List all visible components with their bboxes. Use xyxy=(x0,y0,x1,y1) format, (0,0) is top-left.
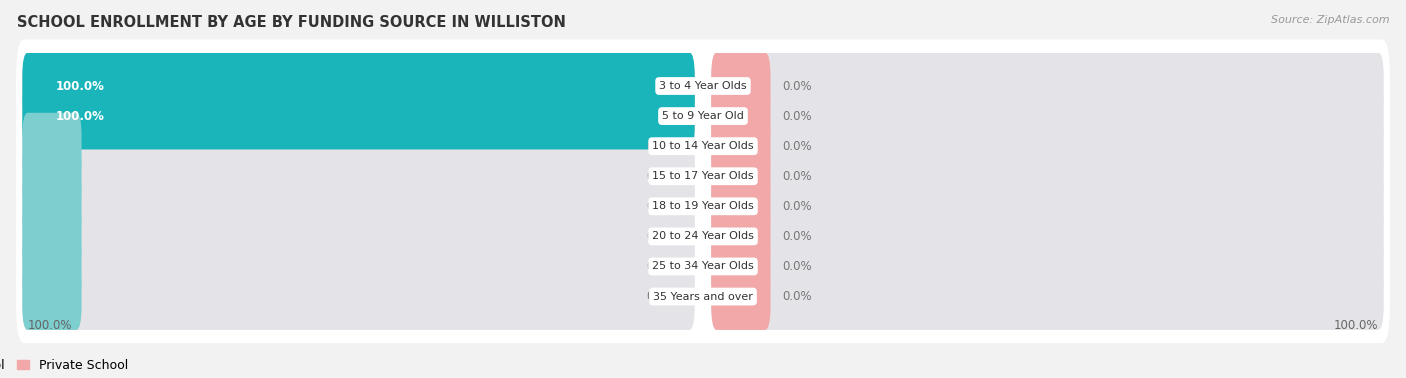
FancyBboxPatch shape xyxy=(711,203,1384,270)
FancyBboxPatch shape xyxy=(711,173,1384,240)
FancyBboxPatch shape xyxy=(22,113,82,180)
FancyBboxPatch shape xyxy=(711,143,1384,210)
Text: 35 Years and over: 35 Years and over xyxy=(652,291,754,302)
FancyBboxPatch shape xyxy=(15,250,1391,343)
Text: 25 to 34 Year Olds: 25 to 34 Year Olds xyxy=(652,262,754,271)
Text: 0.0%: 0.0% xyxy=(782,110,811,122)
FancyBboxPatch shape xyxy=(22,233,695,300)
Text: 0.0%: 0.0% xyxy=(782,139,811,153)
FancyBboxPatch shape xyxy=(15,39,1391,133)
Text: 0.0%: 0.0% xyxy=(645,139,675,153)
FancyBboxPatch shape xyxy=(711,83,770,149)
FancyBboxPatch shape xyxy=(22,263,82,330)
FancyBboxPatch shape xyxy=(711,113,1384,180)
FancyBboxPatch shape xyxy=(711,53,770,119)
FancyBboxPatch shape xyxy=(15,160,1391,253)
Text: 0.0%: 0.0% xyxy=(782,170,811,183)
FancyBboxPatch shape xyxy=(15,190,1391,283)
Text: SCHOOL ENROLLMENT BY AGE BY FUNDING SOURCE IN WILLISTON: SCHOOL ENROLLMENT BY AGE BY FUNDING SOUR… xyxy=(17,15,565,30)
FancyBboxPatch shape xyxy=(22,263,695,330)
FancyBboxPatch shape xyxy=(22,203,82,270)
FancyBboxPatch shape xyxy=(15,99,1391,193)
Text: 15 to 17 Year Olds: 15 to 17 Year Olds xyxy=(652,171,754,181)
FancyBboxPatch shape xyxy=(22,53,695,119)
FancyBboxPatch shape xyxy=(22,143,695,210)
Text: 0.0%: 0.0% xyxy=(645,260,675,273)
FancyBboxPatch shape xyxy=(15,220,1391,313)
Text: 10 to 14 Year Olds: 10 to 14 Year Olds xyxy=(652,141,754,151)
FancyBboxPatch shape xyxy=(711,233,770,300)
Text: 0.0%: 0.0% xyxy=(645,230,675,243)
Text: 0.0%: 0.0% xyxy=(645,170,675,183)
Text: 100.0%: 100.0% xyxy=(55,110,104,122)
Text: 0.0%: 0.0% xyxy=(645,290,675,303)
Text: 100.0%: 100.0% xyxy=(1334,319,1378,332)
FancyBboxPatch shape xyxy=(22,83,695,149)
FancyBboxPatch shape xyxy=(711,263,770,330)
FancyBboxPatch shape xyxy=(22,143,82,210)
FancyBboxPatch shape xyxy=(711,143,770,210)
FancyBboxPatch shape xyxy=(22,173,82,240)
FancyBboxPatch shape xyxy=(22,173,695,240)
FancyBboxPatch shape xyxy=(711,83,1384,149)
FancyBboxPatch shape xyxy=(22,83,695,149)
FancyBboxPatch shape xyxy=(22,203,695,270)
Text: 5 to 9 Year Old: 5 to 9 Year Old xyxy=(662,111,744,121)
FancyBboxPatch shape xyxy=(22,233,82,300)
FancyBboxPatch shape xyxy=(711,173,770,240)
Text: 0.0%: 0.0% xyxy=(782,260,811,273)
FancyBboxPatch shape xyxy=(15,70,1391,163)
Text: 3 to 4 Year Olds: 3 to 4 Year Olds xyxy=(659,81,747,91)
Text: 100.0%: 100.0% xyxy=(28,319,72,332)
Text: 0.0%: 0.0% xyxy=(782,200,811,213)
FancyBboxPatch shape xyxy=(711,113,770,180)
Text: 20 to 24 Year Olds: 20 to 24 Year Olds xyxy=(652,231,754,242)
FancyBboxPatch shape xyxy=(711,203,770,270)
Text: Source: ZipAtlas.com: Source: ZipAtlas.com xyxy=(1271,15,1389,25)
FancyBboxPatch shape xyxy=(22,53,695,119)
FancyBboxPatch shape xyxy=(22,113,695,180)
Legend: Public School, Private School: Public School, Private School xyxy=(0,354,134,377)
Text: 0.0%: 0.0% xyxy=(645,200,675,213)
FancyBboxPatch shape xyxy=(711,263,1384,330)
FancyBboxPatch shape xyxy=(711,53,1384,119)
FancyBboxPatch shape xyxy=(15,130,1391,223)
Text: 18 to 19 Year Olds: 18 to 19 Year Olds xyxy=(652,201,754,211)
Text: 0.0%: 0.0% xyxy=(782,290,811,303)
FancyBboxPatch shape xyxy=(711,233,1384,300)
Text: 0.0%: 0.0% xyxy=(782,230,811,243)
Text: 100.0%: 100.0% xyxy=(55,79,104,93)
Text: 0.0%: 0.0% xyxy=(782,79,811,93)
